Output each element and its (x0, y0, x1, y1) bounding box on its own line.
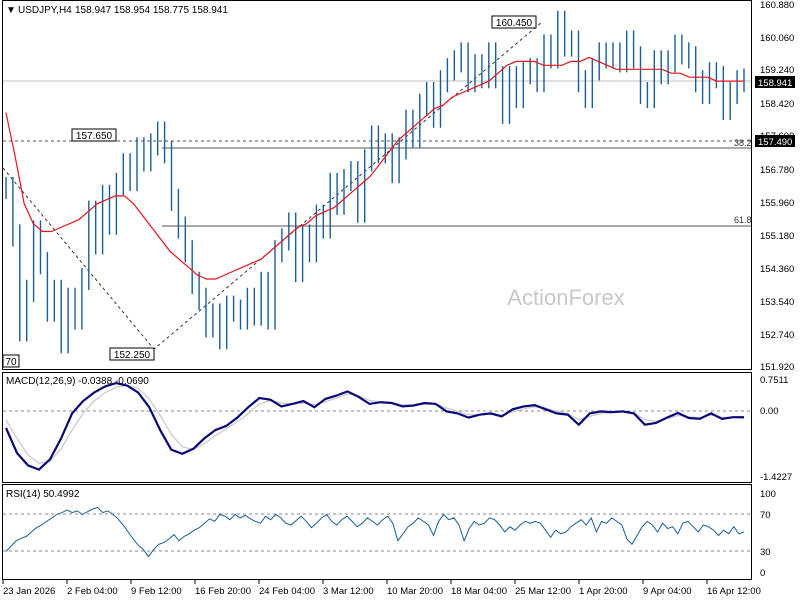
macd-panel-frame (2, 372, 752, 483)
macd-tick: 0.00 (760, 406, 779, 417)
date-tick-label: 24 Feb 04:00 (259, 586, 315, 597)
rsi-series-layer (5, 506, 745, 558)
date-tick-label: 1 Apr 20:00 (579, 586, 628, 597)
price-tick: 156.780 (760, 165, 794, 176)
price-tick: 155.960 (760, 198, 794, 209)
annotation-box-157650 (71, 128, 117, 142)
price-tick: 159.240 (760, 65, 794, 76)
rsi-tick: 30 (760, 547, 771, 558)
annotation-box-160450 (491, 15, 537, 29)
date-tick-label: 10 Mar 20:00 (387, 586, 443, 597)
annotation-box-152250 (109, 347, 155, 361)
annotation-152250: 152.250 (114, 350, 151, 361)
date-tick-label: 3 Mar 12:00 (323, 586, 374, 597)
macd-line (4, 381, 744, 471)
current-price-box (755, 76, 795, 88)
annotation-70: 70 (5, 357, 17, 368)
price-tick: 153.540 (760, 297, 794, 308)
price-tick: 160.060 (760, 33, 794, 44)
price-tick: 151.920 (760, 362, 794, 373)
annotation-160450: 160.450 (496, 18, 533, 29)
rsi-tick: 70 (760, 510, 771, 521)
watermark: ActionForex (507, 285, 624, 310)
price-header-ohlc: 158.947 158.954 158.775 158.941 (75, 5, 228, 16)
price-annotations: 157.650 160.450 152.250 70 (2, 15, 537, 368)
date-tick-label: 25 Mar 12:00 (515, 586, 571, 597)
macd-title: MACD(12,26,9) -0.0388 -0.0690 (6, 376, 149, 387)
date-tick-label: 9 Feb 12:00 (131, 586, 182, 597)
price-header-symbol: USDJPY,H4 (18, 5, 72, 16)
macd-tick: 0.7511 (760, 375, 788, 386)
annotation-box-70 (2, 354, 20, 368)
level-price-value: 157.490 (758, 137, 792, 148)
rsi-tick: 0 (760, 568, 765, 579)
rsi-line (5, 506, 745, 558)
fib-38-2-label: 38.2 (734, 138, 752, 148)
price-tick: 160.880 (760, 0, 794, 11)
price-tick: 154.360 (760, 264, 794, 275)
price-axis: 160.880 160.060 159.240 158.420 157.600 … (755, 0, 795, 373)
date-tick-label: 16 Apr 12:00 (707, 586, 761, 597)
date-axis: 23 Jan 2026 2 Feb 04:00 9 Feb 12:00 16 Feb … (2, 580, 761, 597)
annotation-157650: 157.650 (76, 131, 113, 142)
price-tick: 155.180 (760, 231, 794, 242)
rsi-panel-frame (2, 484, 752, 580)
price-series-layer (5, 10, 745, 354)
price-tick: 158.420 (760, 99, 794, 110)
moving-average-line (5, 56, 744, 280)
rsi-tick: 100 (760, 489, 776, 500)
macd-tick: -1.4227 (760, 472, 792, 483)
fib-61-8-label: 61.8 (734, 215, 752, 225)
date-tick-label: 23 Jan 2026 (3, 586, 55, 597)
trend-line-up (152, 21, 543, 351)
price-header-glyph[interactable]: ▼ (6, 5, 16, 16)
current-price-value: 158.941 (758, 78, 792, 89)
price-tick: 152.740 (760, 330, 794, 341)
rsi-title: RSI(14) 50.4992 (6, 489, 80, 500)
date-tick-label: 16 Feb 20:00 (195, 586, 251, 597)
date-tick-label: 18 Mar 04:00 (451, 586, 507, 597)
level-price-box (755, 135, 795, 147)
date-tick-label: 9 Apr 04:00 (643, 586, 692, 597)
macd-series-layer (4, 381, 745, 471)
date-tick-label: 2 Feb 04:00 (67, 586, 118, 597)
price-panel: ▼ USDJPY,H4 158.947 158.954 158.775 158.… (2, 5, 752, 351)
price-panel-frame (2, 0, 752, 370)
